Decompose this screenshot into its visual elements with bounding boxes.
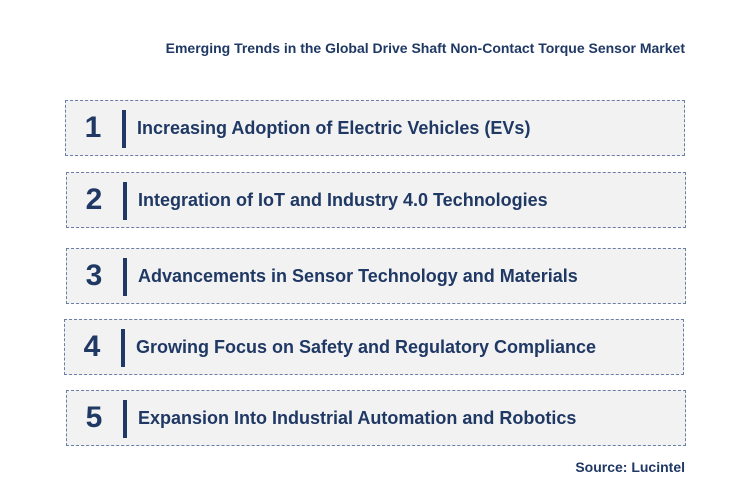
trend-item-2: 2 Integration of IoT and Industry 4.0 Te… bbox=[66, 172, 686, 228]
trend-divider bbox=[123, 182, 127, 220]
trend-divider bbox=[122, 110, 126, 148]
chart-title: Emerging Trends in the Global Drive Shaf… bbox=[165, 40, 685, 56]
trend-label: Expansion Into Industrial Automation and… bbox=[138, 407, 577, 428]
trend-number: 5 bbox=[85, 401, 103, 434]
trend-label: Integration of IoT and Industry 4.0 Tech… bbox=[138, 189, 548, 210]
source-credit: Source: Lucintel bbox=[575, 459, 685, 475]
trend-number: 4 bbox=[83, 330, 101, 363]
trend-number: 1 bbox=[84, 111, 102, 144]
trend-label: Advancements in Sensor Technology and Ma… bbox=[138, 265, 578, 286]
trend-number: 2 bbox=[85, 183, 103, 216]
trend-item-5: 5 Expansion Into Industrial Automation a… bbox=[66, 390, 686, 446]
trend-divider bbox=[123, 400, 127, 438]
trend-divider bbox=[121, 329, 125, 367]
trend-item-1: 1 Increasing Adoption of Electric Vehicl… bbox=[65, 100, 685, 156]
trend-number: 3 bbox=[85, 259, 103, 292]
trend-item-3: 3 Advancements in Sensor Technology and … bbox=[66, 248, 686, 304]
trend-label: Growing Focus on Safety and Regulatory C… bbox=[136, 336, 597, 357]
trend-divider bbox=[123, 258, 127, 296]
trend-label: Increasing Adoption of Electric Vehicles… bbox=[137, 117, 531, 138]
trend-item-4: 4 Growing Focus on Safety and Regulatory… bbox=[64, 319, 684, 375]
